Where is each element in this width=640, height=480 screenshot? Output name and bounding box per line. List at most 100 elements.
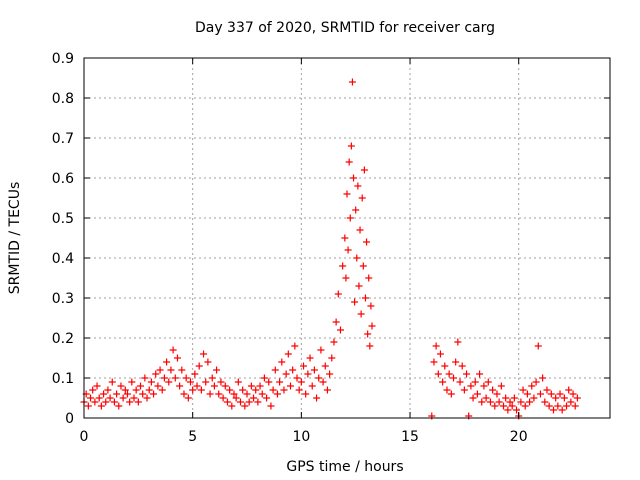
data-point	[284, 350, 292, 358]
y-tick-label: 0.6	[52, 171, 74, 187]
data-point	[180, 390, 188, 398]
data-point	[215, 390, 223, 398]
data-point	[123, 390, 131, 398]
data-point	[191, 370, 199, 378]
data-point	[323, 386, 331, 394]
data-point	[119, 394, 127, 402]
data-point	[276, 378, 284, 386]
data-point	[332, 318, 340, 326]
data-point	[497, 382, 505, 390]
data-point	[167, 366, 175, 374]
data-point	[132, 386, 140, 394]
data-point	[528, 382, 536, 390]
data-point	[536, 390, 544, 398]
data-point	[289, 366, 297, 374]
data-point	[573, 394, 581, 402]
data-point	[195, 362, 203, 370]
data-point	[254, 398, 262, 406]
data-point	[306, 354, 314, 362]
data-point	[339, 262, 347, 270]
data-point	[154, 382, 162, 390]
data-point	[336, 326, 344, 334]
data-point	[482, 394, 490, 402]
data-point	[100, 390, 108, 398]
data-point	[460, 386, 468, 394]
data-point	[351, 298, 359, 306]
data-point	[356, 226, 364, 234]
data-point	[341, 234, 349, 242]
data-point	[84, 402, 92, 410]
data-point	[344, 246, 352, 254]
data-point	[267, 402, 275, 410]
data-point	[352, 206, 360, 214]
data-point	[278, 358, 286, 366]
data-point	[280, 386, 288, 394]
data-point	[247, 382, 255, 390]
data-point	[456, 378, 464, 386]
chart-title: Day 337 of 2020, SRMTID for receiver car…	[195, 20, 495, 36]
data-point	[467, 382, 475, 390]
data-point	[156, 366, 164, 374]
data-point	[139, 390, 147, 398]
y-tick-label: 0.9	[52, 51, 74, 67]
data-point	[304, 370, 312, 378]
data-point	[476, 370, 484, 378]
data-point	[252, 386, 260, 394]
data-point	[463, 370, 471, 378]
data-point	[291, 342, 299, 350]
grid	[84, 58, 610, 418]
x-tick-label: 15	[401, 429, 419, 445]
data-point	[137, 382, 145, 390]
data-point	[165, 378, 173, 386]
x-tick-label: 20	[510, 429, 528, 445]
data-point	[355, 282, 363, 290]
y-tick-label: 0.5	[52, 211, 74, 227]
data-point	[95, 394, 103, 402]
data-point	[213, 366, 221, 374]
data-point	[169, 346, 177, 354]
data-point	[178, 366, 186, 374]
data-point	[430, 358, 438, 366]
data-point	[502, 394, 510, 402]
plot-frame	[83, 57, 611, 419]
data-point	[319, 378, 327, 386]
data-point	[334, 290, 342, 298]
data-point	[171, 374, 179, 382]
data-point	[471, 378, 479, 386]
data-point	[484, 378, 492, 386]
data-point	[554, 402, 562, 410]
data-point	[200, 350, 208, 358]
data-point	[556, 390, 564, 398]
data-point	[97, 402, 105, 410]
data-point	[243, 390, 251, 398]
data-point	[226, 386, 234, 394]
data-point	[91, 398, 99, 406]
data-point	[241, 402, 249, 410]
data-point	[110, 398, 118, 406]
data-point	[519, 386, 527, 394]
data-point	[286, 382, 294, 390]
data-point	[495, 398, 503, 406]
data-point	[187, 378, 195, 386]
data-point	[567, 398, 575, 406]
data-point	[310, 366, 318, 374]
data-point	[521, 402, 529, 410]
data-point	[364, 330, 372, 338]
data-point	[221, 382, 229, 390]
data-point	[113, 390, 121, 398]
data-point	[504, 406, 512, 414]
data-point	[436, 350, 444, 358]
data-point	[163, 358, 171, 366]
data-point	[486, 398, 494, 406]
data-point	[232, 394, 240, 402]
data-point	[128, 378, 136, 386]
y-tick-label: 0.4	[52, 251, 74, 267]
data-point	[126, 398, 134, 406]
data-point	[473, 390, 481, 398]
data-point	[89, 386, 97, 394]
data-point	[176, 382, 184, 390]
data-point	[361, 294, 369, 302]
data-point	[160, 374, 168, 382]
data-point	[130, 394, 138, 402]
